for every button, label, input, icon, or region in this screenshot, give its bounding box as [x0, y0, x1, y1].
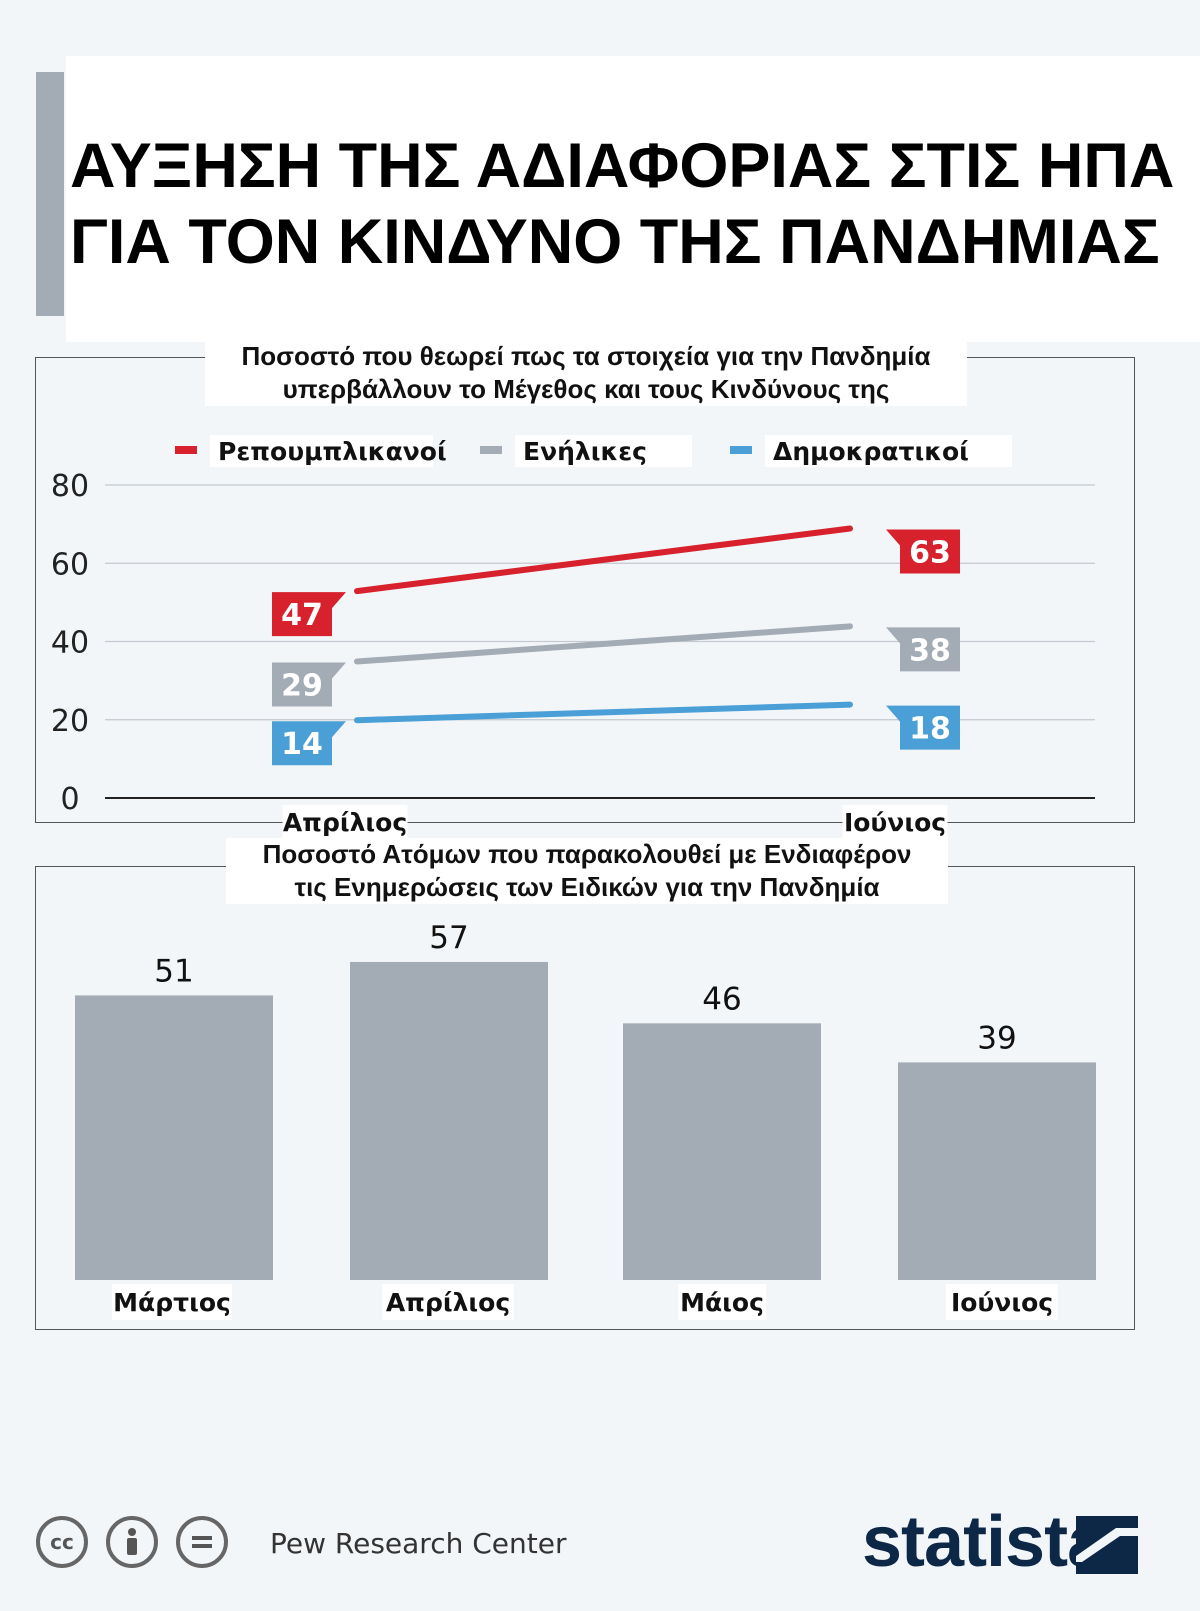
line-chart: 0 20 40 60 80 Ρεπουμπλικανοί Ενήλικες Δημοκρατι…: [51, 435, 1095, 839]
data-label: 47: [281, 598, 323, 633]
series-line: [354, 701, 853, 724]
data-label-box: [272, 662, 346, 707]
bar-chart-title-line-2: τις Ενημερώσεις των Ειδικών για την Πανδ…: [294, 872, 880, 902]
y-tick-label: 20: [51, 704, 89, 739]
data-label: 63: [909, 536, 951, 571]
legend-swatch: [175, 446, 197, 454]
x-tick-label: Μάιος: [680, 1288, 764, 1317]
cc-icon: cc: [36, 1516, 88, 1568]
data-label-box: [272, 721, 346, 766]
bar-value-label: 46: [702, 981, 741, 1017]
brand-logo-text: statista: [862, 1502, 1107, 1582]
page-title: ΑΥΞΗΣΗ ΤΗΣ ΑΔΙΑΦΟΡΙΑΣ ΣΤΙΣ ΗΠΑ ΓΙΑ ΤΟΝ Κ…: [70, 128, 1195, 280]
title-accent-bar: [36, 72, 64, 316]
data-label-box: [272, 592, 346, 637]
x-tick-label: Απρίλιος: [283, 808, 407, 837]
x-label-background: [946, 1284, 1058, 1320]
data-label: 18: [909, 712, 951, 747]
series-line: [354, 623, 853, 665]
data-label: 14: [281, 727, 323, 762]
legend-swatch: [730, 446, 752, 454]
x-tick-label: Ιούνιος: [844, 808, 946, 837]
bar: [623, 1023, 821, 1280]
data-label: 29: [281, 669, 323, 704]
bar: [75, 995, 273, 1280]
legend-label: Δημοκρατικοί: [773, 437, 969, 466]
x-label-background: [382, 1284, 514, 1320]
y-tick-label: 0: [60, 782, 79, 817]
x-label-background: [678, 1284, 766, 1320]
x-label-background: [842, 805, 948, 839]
line-chart-title-line-1: Ποσοστό που θεωρεί πως τα στοιχεία για τ…: [241, 341, 931, 371]
bar-chart: 51 Μάρτιος 57 Απρίλιος 46 Μάιος 39 Ιούνιος: [75, 920, 1096, 1320]
x-label-background: [112, 1284, 232, 1320]
bar-value-label: 39: [977, 1020, 1016, 1056]
y-tick-label: 80: [51, 469, 89, 504]
legend-label: Ρεπουμπλικανοί: [218, 437, 447, 466]
bar: [350, 961, 548, 1280]
attribution-icon: [106, 1516, 158, 1568]
y-tick-label: 60: [51, 547, 89, 582]
legend-label: Ενήλικες: [523, 437, 647, 466]
page-title-line-1: ΑΥΞΗΣΗ ΤΗΣ ΑΔΙΑΦΟΡΙΑΣ ΣΤΙΣ ΗΠΑ: [70, 131, 1175, 201]
bar: [898, 1062, 1096, 1280]
legend-swatch: [480, 446, 502, 454]
page-title-line-2: ΓΙΑ ΤΟΝ ΚΙΝΔΥΝΟ ΤΗΣ ΠΑΝΔΗΜΙΑΣ: [70, 207, 1160, 277]
source-text: Pew Research Center: [270, 1527, 567, 1560]
title-background: [66, 56, 1200, 342]
series-line: [354, 525, 853, 595]
bar-chart-title-line-1: Ποσοστό Ατόμων που παρακολουθεί με Ενδια…: [262, 839, 912, 869]
data-label: 38: [909, 633, 951, 668]
bar-chart-title: Ποσοστό Ατόμων που παρακολουθεί με Ενδια…: [226, 838, 948, 904]
brand-logo-icon: [1076, 1516, 1138, 1574]
data-label-box: [886, 529, 960, 574]
legend-background: [210, 435, 433, 467]
legend-background: [765, 435, 1012, 467]
x-tick-label: Ιούνιος: [951, 1288, 1053, 1317]
bar-value-label: 51: [154, 953, 193, 989]
line-chart-title-line-2: υπερβάλλουν το Μέγεθος και τους Κινδύνου…: [282, 374, 890, 404]
no-derivatives-icon: [176, 1516, 228, 1568]
line-chart-title: Ποσοστό που θεωρεί πως τα στοιχεία για τ…: [205, 340, 967, 406]
x-tick-label: Μάρτιος: [113, 1288, 231, 1317]
x-label-background: [282, 805, 408, 839]
y-tick-label: 40: [51, 626, 89, 661]
data-label-box: [886, 627, 960, 672]
bar-value-label: 57: [429, 920, 468, 956]
data-label-box: [886, 705, 960, 750]
x-tick-label: Απρίλιος: [386, 1288, 510, 1317]
legend-background: [515, 435, 692, 467]
